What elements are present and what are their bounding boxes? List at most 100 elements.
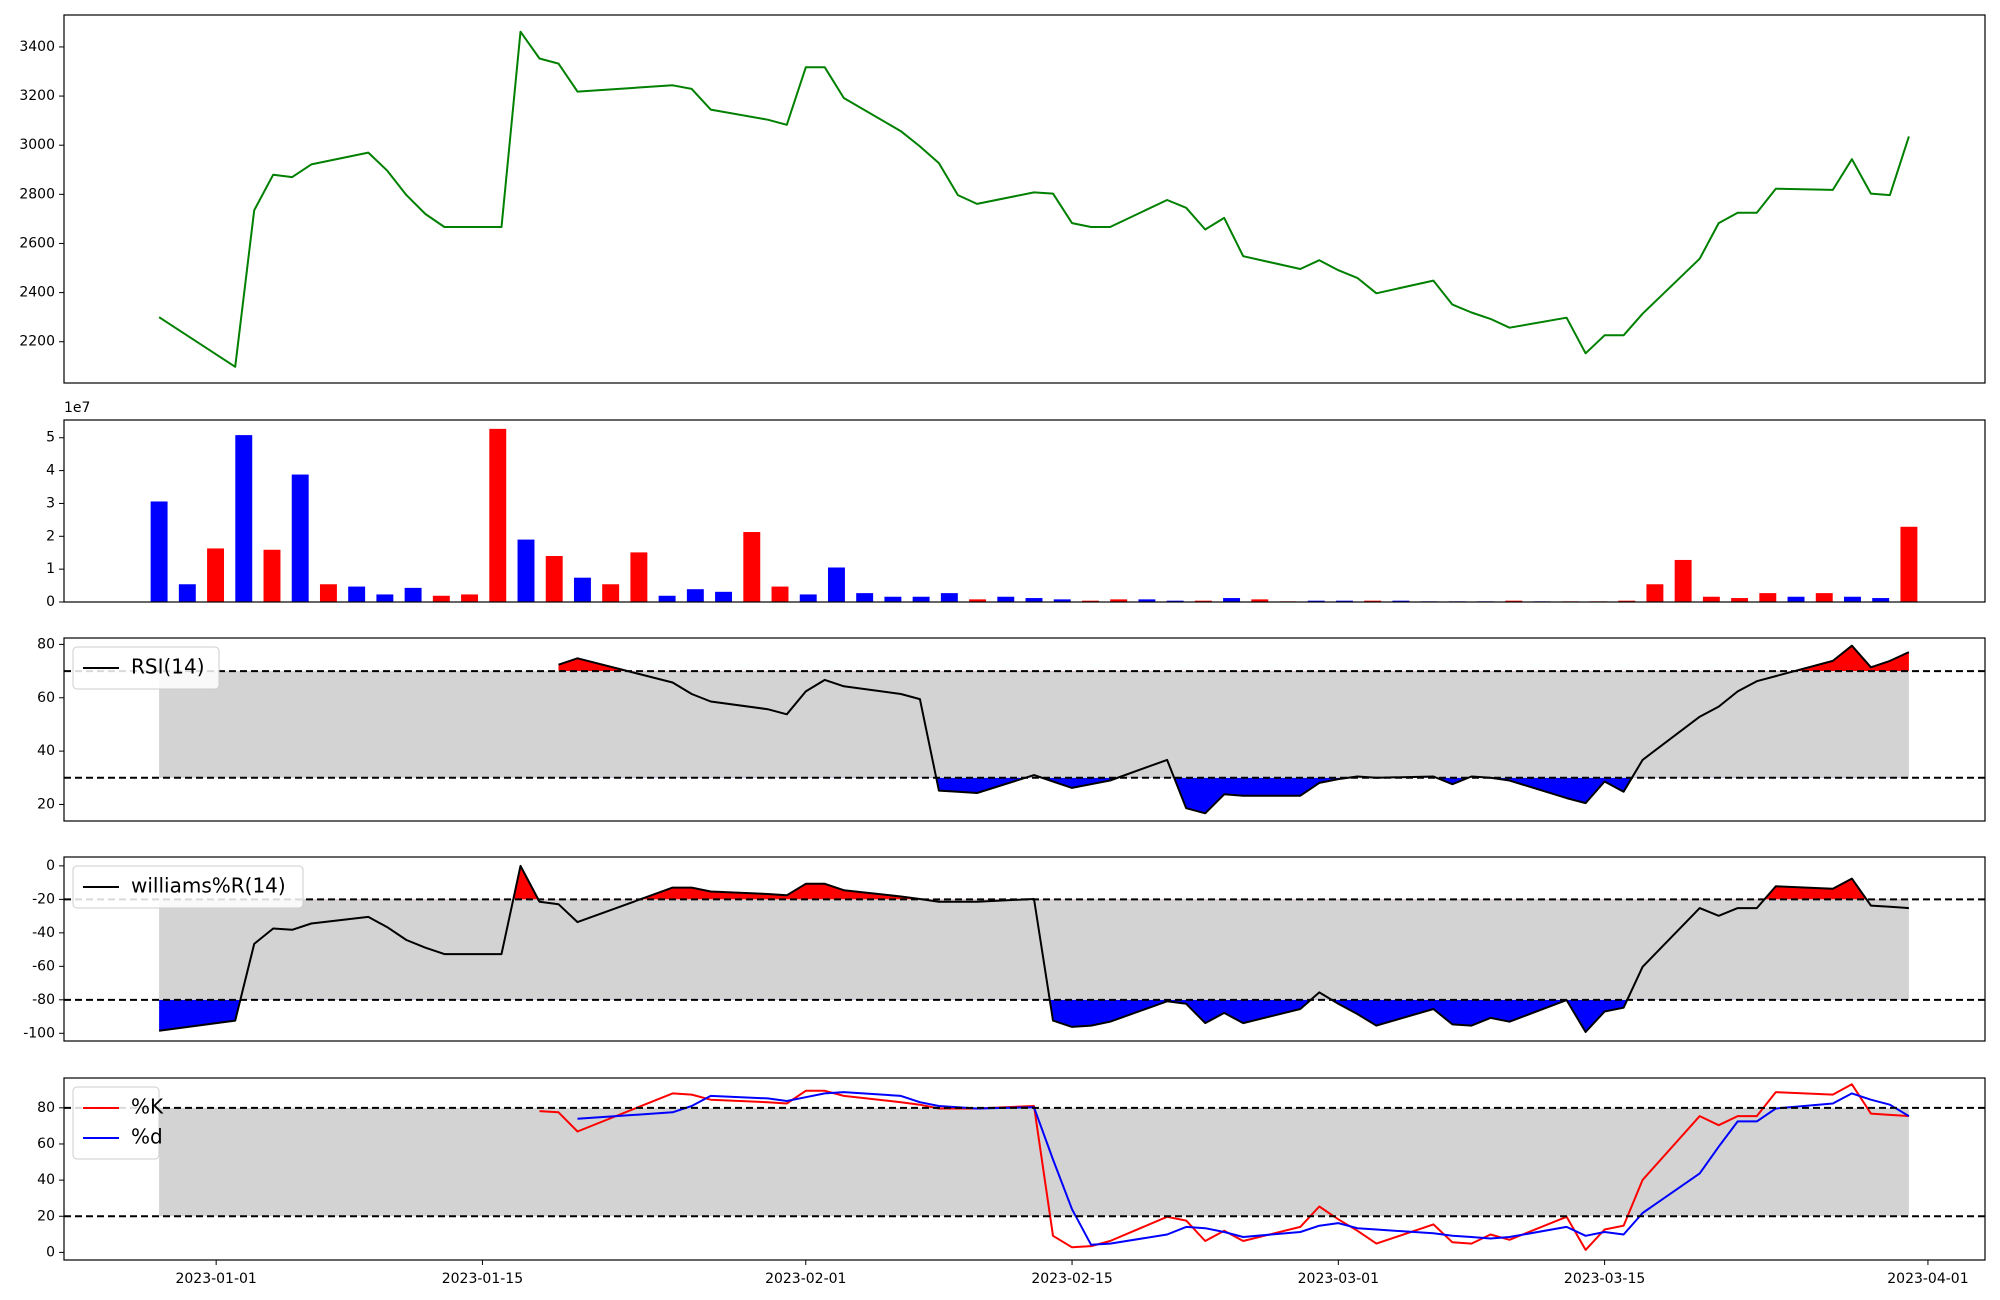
legend-label: williams%R(14) [131,874,286,898]
volume-bar [1815,593,1833,602]
volume-bar [1844,596,1861,602]
volume-bar [743,532,761,602]
volume-bar [1900,526,1918,602]
y-tick-label: 0 [46,858,55,874]
axes-frame [63,856,1986,1042]
volume-bar [630,552,648,602]
y-tick-label: 20 [37,1208,55,1224]
y-tick-label: -80 [32,992,55,1008]
axes-frame [63,637,1986,822]
x-tick-label: 2023-02-15 [1031,1271,1112,1287]
volume-bar [517,539,535,602]
axes-frame [63,14,1986,384]
volume-bar [1618,600,1636,602]
volume-bar [1053,599,1071,602]
y-tick-label: 1 [46,561,55,577]
volume-bar [1194,600,1212,602]
volume-bar [1364,600,1382,602]
volume-bar [827,567,845,602]
legend-label: RSI(14) [131,655,205,679]
volume-bar [1646,584,1664,602]
volume-bar [658,595,676,602]
volume-bar [969,599,987,602]
y-tick-label: 2600 [19,235,55,251]
threshold-band [159,1107,1909,1217]
oversold-fill [159,999,1628,1032]
volume-bar [1166,600,1184,602]
volume-bar [715,591,733,602]
y-tick-label: -20 [32,891,55,907]
volume-bar [178,584,196,602]
volume-bar [573,577,591,602]
volume-bar [319,584,337,602]
volume-bar [348,586,366,602]
volume-bar [1025,598,1043,602]
volume-bar [150,501,168,602]
x-tick-label: 2023-03-15 [1564,1271,1645,1287]
y-tick-label: 80 [37,1100,55,1116]
offset-text: 1e7 [64,400,90,416]
y-tick-label: 3 [46,495,55,511]
volume-bar [376,594,394,602]
y-tick-label: -60 [32,958,55,974]
x-tick-label: 2023-04-01 [1887,1271,1968,1287]
volume-bar [1223,598,1241,602]
axes-frame [63,1077,1986,1261]
panel [150,428,1918,602]
volume-bar [291,474,309,602]
y-tick-label: 5 [46,430,55,446]
volume-bar [207,548,225,602]
volume-bar [1702,596,1720,602]
panel [158,30,1910,368]
volume-bar [545,556,563,602]
volume-bar [1787,596,1805,602]
volume-bar [1731,598,1749,602]
volume-bar [856,593,874,602]
y-tick-label: 0 [46,594,55,610]
y-tick-label: 2200 [19,334,55,350]
series-line [558,644,1910,815]
x-tick-label: 2023-01-01 [175,1271,256,1287]
volume-bar [884,596,902,602]
series-line [577,1091,1910,1246]
legend-box [72,865,304,909]
y-tick-label: 2400 [19,285,55,301]
volume-bar [489,428,507,602]
y-tick-label: 60 [37,690,55,706]
y-tick-label: 20 [37,796,55,812]
x-tick-label: 2023-01-15 [442,1271,523,1287]
y-tick-label: 2800 [19,186,55,202]
volume-bar [912,596,930,602]
threshold-band [159,899,1909,1000]
volume-bar [799,594,817,602]
y-tick-label: 0 [46,1244,55,1260]
legend-box [72,1086,160,1160]
y-tick-label: 4 [46,463,55,479]
panel [159,1083,1910,1251]
volume-bar [1081,600,1099,602]
y-tick-label: 40 [37,1172,55,1188]
y-tick-label: 60 [37,1136,55,1152]
series-line [539,1083,1909,1251]
axes-frame [63,419,1986,603]
y-tick-label: 40 [37,743,55,759]
volume-bar [404,587,422,602]
volume-bar [1505,600,1523,602]
volume-bar [1110,599,1128,602]
y-tick-label: 3400 [19,39,55,55]
volume-bar [1759,593,1777,602]
volume-bar [771,586,789,602]
y-tick-label: 3200 [19,88,55,104]
volume-bar [940,593,958,602]
oversold-fill [558,777,1909,814]
volume-bar [997,596,1015,602]
volume-bar [263,549,281,602]
y-tick-label: -40 [32,925,55,941]
y-tick-label: 3000 [19,137,55,153]
x-tick-label: 2023-02-01 [765,1271,846,1287]
volume-bar [1307,600,1325,602]
volume-bar [461,594,479,602]
legend-label: %K [131,1095,164,1119]
threshold-band [159,671,1909,778]
